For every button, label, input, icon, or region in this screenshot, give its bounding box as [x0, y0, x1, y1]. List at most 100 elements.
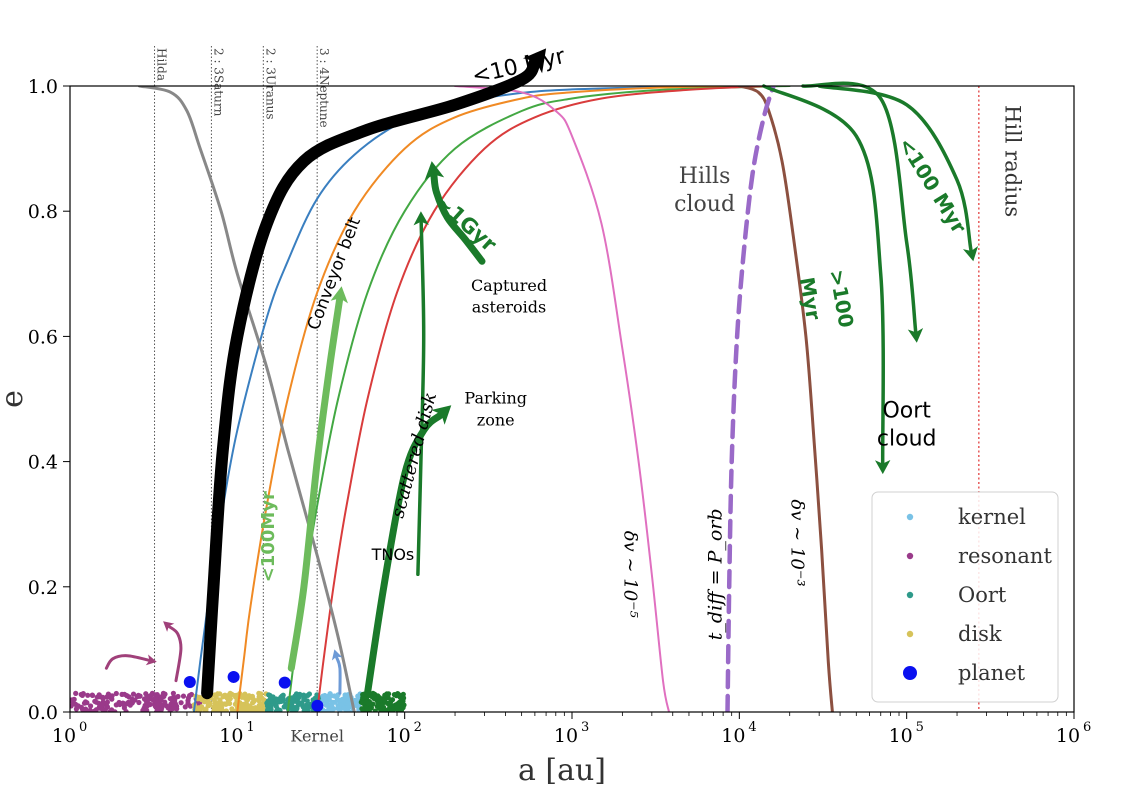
- y-tick-label-1: 0.2: [28, 577, 58, 599]
- population-point: [401, 695, 407, 701]
- y-tick-label-2: 0.4: [28, 452, 58, 474]
- population-point: [87, 707, 93, 712]
- population-point: [198, 696, 205, 703]
- x-tick-label-4: 10: [721, 725, 745, 747]
- population-point: [301, 704, 307, 710]
- population-point: [372, 691, 378, 697]
- x-axis-label: a [au]: [518, 753, 606, 788]
- population-point: [375, 700, 381, 706]
- x-tick-label-0: 10: [52, 725, 76, 747]
- population-point: [171, 694, 177, 700]
- curve-7: [725, 86, 776, 712]
- arrow-head-9: [163, 621, 175, 632]
- population-point: [141, 707, 147, 712]
- x-tick-exp-3: 3: [581, 720, 589, 735]
- population-point: [178, 700, 184, 706]
- arrow-body-9: [168, 625, 183, 683]
- population-point: [85, 692, 91, 698]
- population-point: [135, 692, 141, 698]
- population-point: [242, 695, 248, 702]
- population-point: [378, 708, 384, 712]
- population-point: [147, 701, 153, 708]
- population-point: [296, 701, 302, 707]
- population-point: [289, 703, 295, 709]
- population-point: [148, 692, 154, 698]
- population-point: [394, 701, 401, 707]
- arrow-body-5: [762, 84, 885, 464]
- x-tick-exp-1: 1: [246, 720, 254, 735]
- arrow-head-5: [875, 460, 891, 475]
- population-point: [251, 698, 257, 705]
- legend-label-Oort: Oort: [958, 583, 1007, 607]
- population-disk: [191, 690, 269, 712]
- population-point: [180, 693, 187, 699]
- planet-1: [227, 670, 240, 683]
- x-tick-label-2: 10: [387, 725, 411, 747]
- y-tick-label-5: 1.0: [28, 76, 58, 98]
- population-point: [328, 709, 334, 712]
- population-point: [256, 702, 262, 708]
- population-point: [388, 699, 394, 705]
- population-point: [120, 700, 126, 706]
- x-tick-exp-2: 2: [414, 720, 422, 735]
- curve-3: [316, 86, 770, 712]
- population-point: [185, 700, 191, 706]
- population-point: [323, 708, 329, 712]
- population-scattered: [358, 690, 407, 712]
- annotation-16: >100: [825, 268, 859, 330]
- legend-box: [871, 491, 1059, 703]
- population-point: [301, 697, 307, 703]
- population-point: [73, 706, 79, 712]
- population-point: [154, 706, 160, 712]
- population-point: [337, 697, 343, 703]
- population-scatter: [70, 690, 407, 712]
- population-point: [100, 694, 106, 700]
- population-point: [329, 704, 335, 710]
- population-point: [73, 690, 79, 697]
- annotation-8: zone: [477, 410, 515, 429]
- population-point: [372, 708, 378, 712]
- curve-1: [236, 86, 741, 712]
- population-point: [227, 690, 233, 697]
- population-point: [113, 690, 119, 697]
- annotation-19: cloud: [877, 427, 937, 452]
- population-point: [249, 693, 255, 699]
- population-point: [276, 697, 282, 703]
- legend: kernel resonant Oort disk planet: [871, 491, 1059, 703]
- population-point: [113, 702, 119, 708]
- annotation-20: Hill radius: [1001, 105, 1025, 217]
- population-point: [222, 692, 228, 698]
- population-point: [367, 706, 373, 712]
- annotation-3: Captured: [471, 276, 547, 295]
- population-point: [341, 698, 347, 704]
- population-point: [344, 694, 350, 700]
- annotation-11: <100Myr: [258, 491, 279, 582]
- resonance-label-0: Hilda: [155, 48, 169, 81]
- population-point: [266, 703, 273, 709]
- planet-2: [278, 676, 291, 689]
- population-point: [227, 696, 233, 702]
- arrows: [104, 48, 979, 700]
- population-point: [196, 706, 202, 712]
- population-point: [268, 708, 274, 712]
- resonance-label-2: 2 : 3Uranus: [263, 48, 277, 120]
- arrow-head-7: [963, 246, 979, 262]
- annotation-12: δv ∼ 10⁻⁵: [619, 531, 640, 618]
- arrow-head-0: [523, 48, 547, 74]
- population-point: [88, 703, 94, 709]
- population-point: [172, 698, 178, 704]
- population-point: [281, 704, 287, 710]
- population-point: [175, 693, 181, 700]
- population-point: [129, 696, 135, 702]
- population-point: [130, 691, 137, 697]
- population-point: [296, 694, 302, 700]
- annotation-6: cloud: [674, 192, 735, 217]
- population-point: [154, 692, 160, 698]
- arrow-body-10: [335, 656, 342, 695]
- x-tick-label-6: 10: [1056, 725, 1080, 747]
- population-point: [182, 704, 188, 710]
- legend-label-planet: planet: [958, 661, 1026, 685]
- population-point: [143, 691, 149, 697]
- arrow-head-8: [145, 654, 157, 666]
